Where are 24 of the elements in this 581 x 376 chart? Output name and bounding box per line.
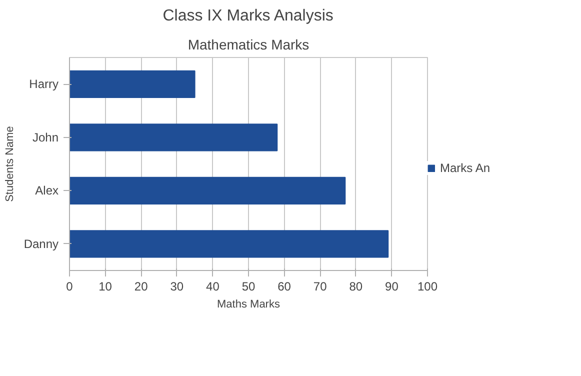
x-tick-label: 50 bbox=[242, 280, 256, 294]
legend-label: Marks An bbox=[440, 161, 490, 175]
x-tick-label: 80 bbox=[349, 280, 363, 294]
bar bbox=[70, 70, 196, 98]
y-tick-label: John bbox=[32, 130, 59, 144]
y-tick-label: Harry bbox=[29, 77, 59, 92]
bar bbox=[70, 124, 278, 152]
x-tick-label: 30 bbox=[170, 280, 184, 294]
bar bbox=[70, 230, 389, 258]
x-tick-label: 70 bbox=[313, 280, 328, 294]
x-tick-label: 10 bbox=[98, 280, 112, 294]
x-tick-label: 0 bbox=[66, 280, 74, 294]
bar bbox=[70, 176, 346, 204]
y-tick-label: Alex bbox=[35, 184, 58, 198]
y-tick-label: Danny bbox=[24, 236, 58, 251]
x-tick-label: 90 bbox=[385, 280, 399, 294]
x-tick-label: 60 bbox=[278, 280, 292, 294]
y-axis-title: Students Name bbox=[4, 126, 16, 202]
x-tick-label: 20 bbox=[134, 280, 148, 294]
chart-subtitle: Mathematics Marks bbox=[188, 36, 310, 52]
x-axis-title: Maths Marks bbox=[217, 298, 280, 310]
x-tick-label: 40 bbox=[206, 280, 220, 294]
chart-title: Class IX Marks Analysis bbox=[162, 8, 334, 24]
x-tick-label: 100 bbox=[417, 280, 438, 294]
